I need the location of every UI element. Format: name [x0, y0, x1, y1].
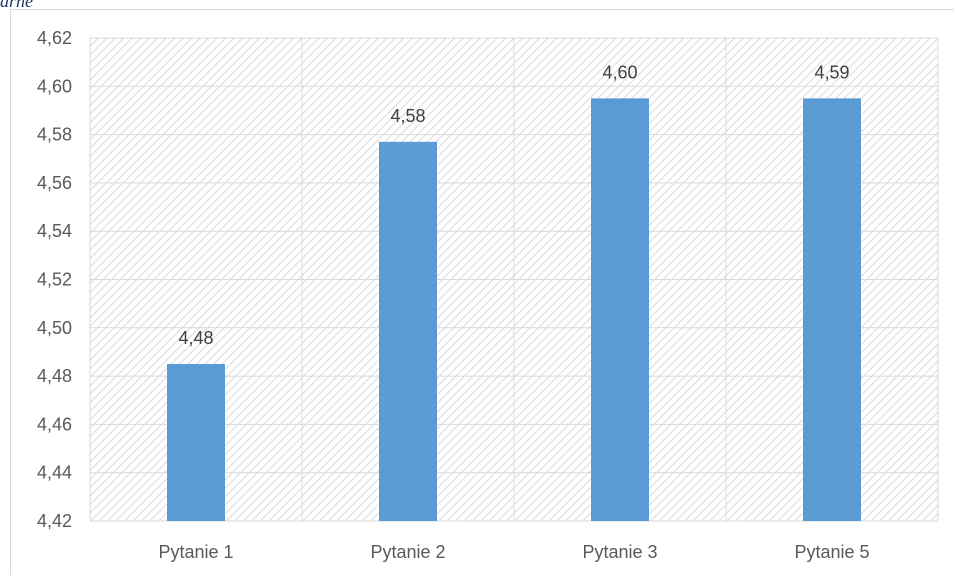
y-tick-label: 4,62	[37, 28, 72, 48]
y-tick-label: 4,58	[37, 125, 72, 145]
y-axis-ticks: 4,42 4,44 4,46 4,48 4,50 4,52 4,54 4,56 4,58 4,60…	[37, 28, 72, 531]
category-label: Pytanie 2	[370, 542, 445, 562]
y-tick-label: 4,56	[37, 173, 72, 193]
bar	[591, 98, 649, 521]
y-tick-label: 4,52	[37, 270, 72, 290]
data-label: 4,59	[814, 62, 849, 82]
y-tick-label: 4,50	[37, 318, 72, 338]
bar	[379, 141, 437, 521]
data-label: 4,60	[602, 62, 637, 82]
x-axis-labels: Pytanie 1 Pytanie 2 Pytanie 3 Pytanie 5	[158, 542, 869, 562]
category-label: Pytanie 3	[582, 542, 657, 562]
cut-off-caption: arne	[0, 0, 33, 11]
y-tick-label: 4,42	[37, 511, 72, 531]
data-label: 4,58	[390, 106, 425, 126]
bar	[803, 98, 861, 521]
category-label: Pytanie 1	[158, 542, 233, 562]
chart-frame	[10, 9, 954, 575]
y-tick-label: 4,54	[37, 221, 72, 241]
y-tick-label: 4,44	[37, 463, 72, 483]
y-tick-label: 4,46	[37, 414, 72, 434]
category-label: Pytanie 5	[794, 542, 869, 562]
y-tick-label: 4,60	[37, 76, 72, 96]
data-labels: 4,48 4,58 4,60 4,59	[178, 62, 849, 348]
gridlines	[89, 37, 939, 522]
data-label: 4,48	[178, 328, 213, 348]
bar	[167, 364, 225, 521]
bars	[167, 98, 861, 521]
y-tick-label: 4,48	[37, 366, 72, 386]
